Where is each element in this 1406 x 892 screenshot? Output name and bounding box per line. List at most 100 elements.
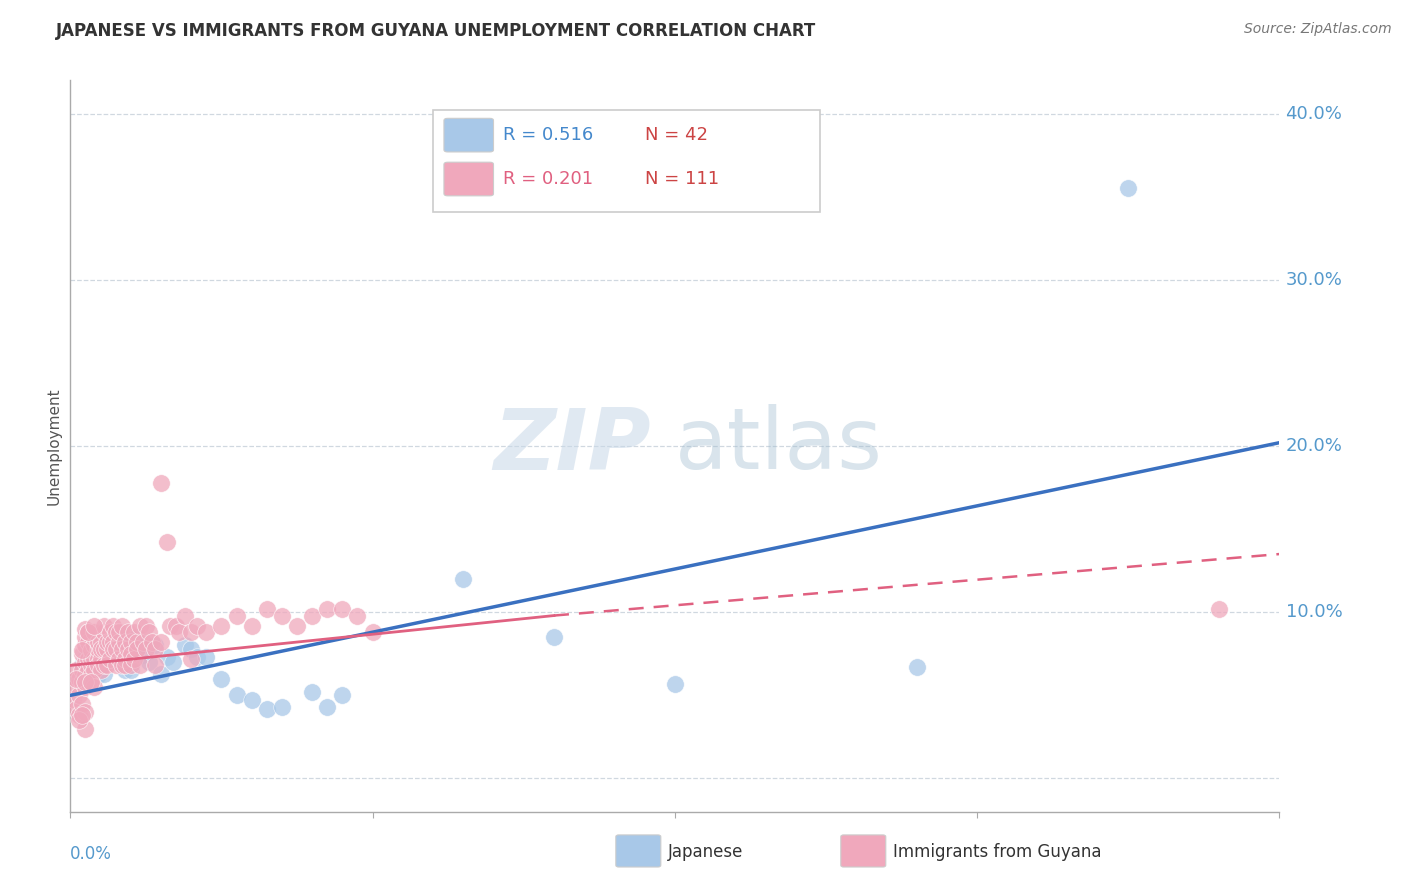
Point: [150, 635, 172, 649]
Point: [117, 633, 139, 648]
Point: [86, 658, 108, 673]
Point: [156, 650, 179, 665]
Point: [72, 708, 94, 723]
FancyBboxPatch shape: [444, 162, 494, 196]
Point: [72, 664, 94, 678]
Point: [75, 668, 97, 682]
Point: [316, 700, 339, 714]
Point: [905, 660, 928, 674]
Point: [83, 664, 105, 678]
Point: [77, 675, 100, 690]
Point: [301, 685, 323, 699]
Point: [83, 639, 105, 653]
Text: Japanese: Japanese: [668, 843, 744, 861]
Point: [120, 658, 142, 673]
Point: [80, 664, 103, 678]
Point: [90, 641, 111, 656]
Point: [256, 701, 278, 715]
Point: [104, 658, 127, 673]
Point: [107, 625, 129, 640]
Point: [664, 676, 686, 690]
Text: 10.0%: 10.0%: [1285, 603, 1343, 621]
Point: [114, 635, 136, 649]
Point: [143, 658, 166, 673]
Point: [75, 675, 97, 690]
Point: [120, 647, 142, 661]
Point: [150, 666, 172, 681]
Point: [141, 635, 163, 649]
Point: [67, 714, 90, 728]
Text: 20.0%: 20.0%: [1285, 437, 1343, 455]
Text: ZIP: ZIP: [494, 404, 651, 488]
Point: [128, 658, 150, 673]
Point: [111, 641, 134, 656]
Point: [174, 639, 197, 653]
Point: [101, 618, 124, 632]
Point: [143, 641, 166, 656]
FancyBboxPatch shape: [444, 119, 494, 152]
Point: [104, 625, 127, 640]
Point: [65, 680, 87, 694]
Point: [125, 641, 148, 656]
Point: [111, 618, 134, 632]
Text: 30.0%: 30.0%: [1285, 271, 1343, 289]
Point: [93, 641, 115, 656]
Point: [346, 608, 368, 623]
Point: [96, 639, 118, 653]
Point: [72, 658, 94, 673]
Point: [125, 635, 148, 649]
Point: [180, 652, 202, 666]
Point: [101, 635, 124, 649]
Point: [65, 672, 87, 686]
Point: [111, 647, 134, 661]
Text: 0.0%: 0.0%: [70, 845, 112, 863]
Point: [77, 652, 100, 666]
Point: [156, 535, 179, 549]
Point: [101, 641, 124, 656]
Point: [96, 641, 118, 656]
Point: [90, 635, 111, 649]
Point: [186, 650, 208, 665]
Point: [83, 652, 105, 666]
Point: [240, 618, 263, 632]
Y-axis label: Unemployment: Unemployment: [46, 387, 62, 505]
Point: [104, 641, 127, 656]
Text: 40.0%: 40.0%: [1285, 104, 1343, 122]
Point: [180, 641, 202, 656]
Point: [80, 675, 103, 690]
Point: [143, 639, 166, 653]
Point: [86, 652, 108, 666]
Point: [75, 639, 97, 653]
Point: [104, 655, 127, 669]
Point: [332, 689, 354, 703]
Point: [101, 635, 124, 649]
Point: [72, 675, 94, 690]
Point: [180, 625, 202, 640]
Text: R = 0.201: R = 0.201: [503, 170, 593, 188]
Point: [117, 641, 139, 656]
Point: [211, 618, 233, 632]
Point: [225, 608, 247, 623]
Point: [122, 625, 145, 640]
Point: [77, 625, 100, 640]
Point: [72, 697, 94, 711]
Point: [114, 664, 136, 678]
Point: [270, 700, 294, 714]
Point: [80, 652, 103, 666]
Point: [96, 635, 118, 649]
Text: N = 42: N = 42: [644, 126, 707, 145]
Point: [93, 618, 115, 632]
Point: [114, 652, 136, 666]
Point: [90, 652, 111, 666]
Point: [77, 675, 100, 690]
Point: [67, 689, 90, 703]
Point: [86, 668, 108, 682]
Point: [75, 630, 97, 644]
Point: [65, 701, 87, 715]
Point: [80, 643, 103, 657]
Point: [93, 625, 115, 640]
Point: [83, 625, 105, 640]
Point: [167, 625, 190, 640]
Text: Source: ZipAtlas.com: Source: ZipAtlas.com: [1244, 22, 1392, 37]
Point: [77, 664, 100, 678]
